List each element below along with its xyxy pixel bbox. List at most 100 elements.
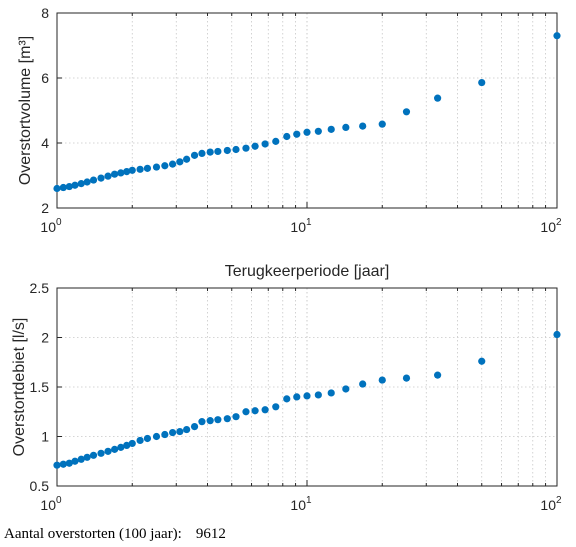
y-tick-label: 2 bbox=[41, 330, 49, 346]
data-point bbox=[232, 145, 240, 154]
x-tick-base: 10 bbox=[540, 497, 556, 513]
data-point bbox=[242, 144, 250, 152]
data-point bbox=[152, 163, 161, 171]
data-point bbox=[83, 453, 91, 461]
overflow-count-label: Aantal overstorten (100 jaar): bbox=[4, 526, 182, 542]
y-tick-label: 2.5 bbox=[30, 280, 50, 296]
data-point bbox=[223, 415, 231, 423]
x-tick-label: 101 bbox=[290, 217, 312, 235]
data-point bbox=[65, 182, 73, 191]
overflow-count-footer: Aantal overstorten (100 jaar): 9612 bbox=[4, 526, 226, 543]
data-point bbox=[111, 445, 119, 453]
data-point bbox=[59, 460, 67, 468]
x-tick-exponent: 1 bbox=[306, 217, 312, 228]
y-tick-label: 8 bbox=[41, 5, 49, 21]
x-tick-label: 101 bbox=[290, 495, 312, 513]
data-point bbox=[434, 94, 442, 102]
data-point bbox=[183, 425, 191, 434]
data-point bbox=[359, 380, 367, 388]
data-point bbox=[251, 407, 259, 415]
x-tick-base: 10 bbox=[290, 497, 306, 513]
data-point bbox=[272, 137, 280, 145]
data-point bbox=[261, 406, 269, 414]
data-point bbox=[111, 170, 119, 178]
data-point bbox=[117, 443, 125, 451]
data-point bbox=[77, 180, 85, 188]
x-tick-base: 10 bbox=[40, 219, 56, 235]
data-point bbox=[214, 416, 222, 424]
data-point bbox=[293, 393, 301, 401]
data-point bbox=[223, 146, 231, 155]
data-point bbox=[59, 183, 67, 192]
data-point bbox=[176, 158, 184, 166]
data-point bbox=[478, 357, 486, 365]
y-axis-label: Overstortvolume [m³] bbox=[17, 36, 34, 185]
data-point bbox=[136, 436, 144, 445]
data-point bbox=[128, 439, 136, 448]
data-point bbox=[553, 32, 561, 40]
data-point bbox=[123, 168, 131, 176]
data-point bbox=[272, 403, 280, 411]
data-point bbox=[161, 430, 169, 439]
data-point bbox=[214, 147, 222, 156]
x-tick-label: 102 bbox=[540, 217, 562, 235]
data-point bbox=[342, 385, 350, 393]
data-point bbox=[327, 125, 335, 133]
data-point bbox=[283, 395, 291, 403]
x-tick-exponent: 2 bbox=[556, 217, 562, 228]
data-point bbox=[314, 127, 322, 135]
data-point bbox=[77, 455, 85, 463]
data-point bbox=[198, 418, 206, 426]
data-point bbox=[402, 374, 411, 382]
data-point bbox=[283, 132, 291, 141]
y-tick-label: 0.5 bbox=[30, 478, 50, 494]
data-point bbox=[261, 140, 269, 148]
data-point bbox=[89, 451, 98, 459]
y-tick-label: 1 bbox=[41, 429, 49, 445]
data-point bbox=[168, 160, 177, 168]
x-tick-base: 10 bbox=[40, 497, 56, 513]
data-point bbox=[402, 108, 411, 116]
data-point bbox=[117, 169, 125, 177]
data-point bbox=[314, 391, 322, 399]
data-point bbox=[232, 413, 240, 421]
data-point bbox=[89, 176, 98, 184]
x-tick-base: 10 bbox=[290, 219, 306, 235]
y-tick-label: 2 bbox=[41, 200, 49, 216]
data-point bbox=[303, 128, 311, 136]
x-tick-base: 10 bbox=[540, 219, 556, 235]
data-point bbox=[65, 459, 73, 467]
data-point bbox=[553, 330, 561, 339]
data-point bbox=[168, 428, 177, 437]
y-tick-label: 4 bbox=[41, 135, 49, 151]
x-tick-label: 102 bbox=[540, 495, 562, 513]
x-tick-label: 100 bbox=[40, 495, 62, 513]
data-point bbox=[128, 166, 136, 174]
x-tick-exponent: 0 bbox=[56, 495, 62, 506]
data-point bbox=[293, 130, 301, 138]
data-point bbox=[83, 178, 91, 186]
x-axis-label: Terugkeerperiode [jaar] bbox=[225, 263, 390, 280]
data-point bbox=[434, 371, 442, 379]
data-point bbox=[327, 389, 335, 397]
data-point bbox=[123, 441, 131, 450]
y-tick-label: 6 bbox=[41, 70, 49, 86]
data-point bbox=[251, 142, 259, 150]
data-point bbox=[97, 449, 105, 457]
x-tick-exponent: 2 bbox=[556, 495, 562, 506]
data-point bbox=[152, 432, 161, 441]
y-tick-label: 1.5 bbox=[30, 379, 50, 395]
overflow-count-value: 9612 bbox=[195, 526, 226, 542]
data-point bbox=[97, 174, 105, 182]
data-point bbox=[198, 149, 206, 157]
data-point bbox=[71, 457, 79, 465]
data-point bbox=[359, 122, 367, 130]
data-point bbox=[71, 181, 79, 189]
data-point bbox=[206, 417, 214, 425]
data-point bbox=[242, 408, 250, 416]
data-point bbox=[53, 461, 61, 469]
y-axis-label: Overstortdebiet [l/s] bbox=[11, 318, 28, 457]
